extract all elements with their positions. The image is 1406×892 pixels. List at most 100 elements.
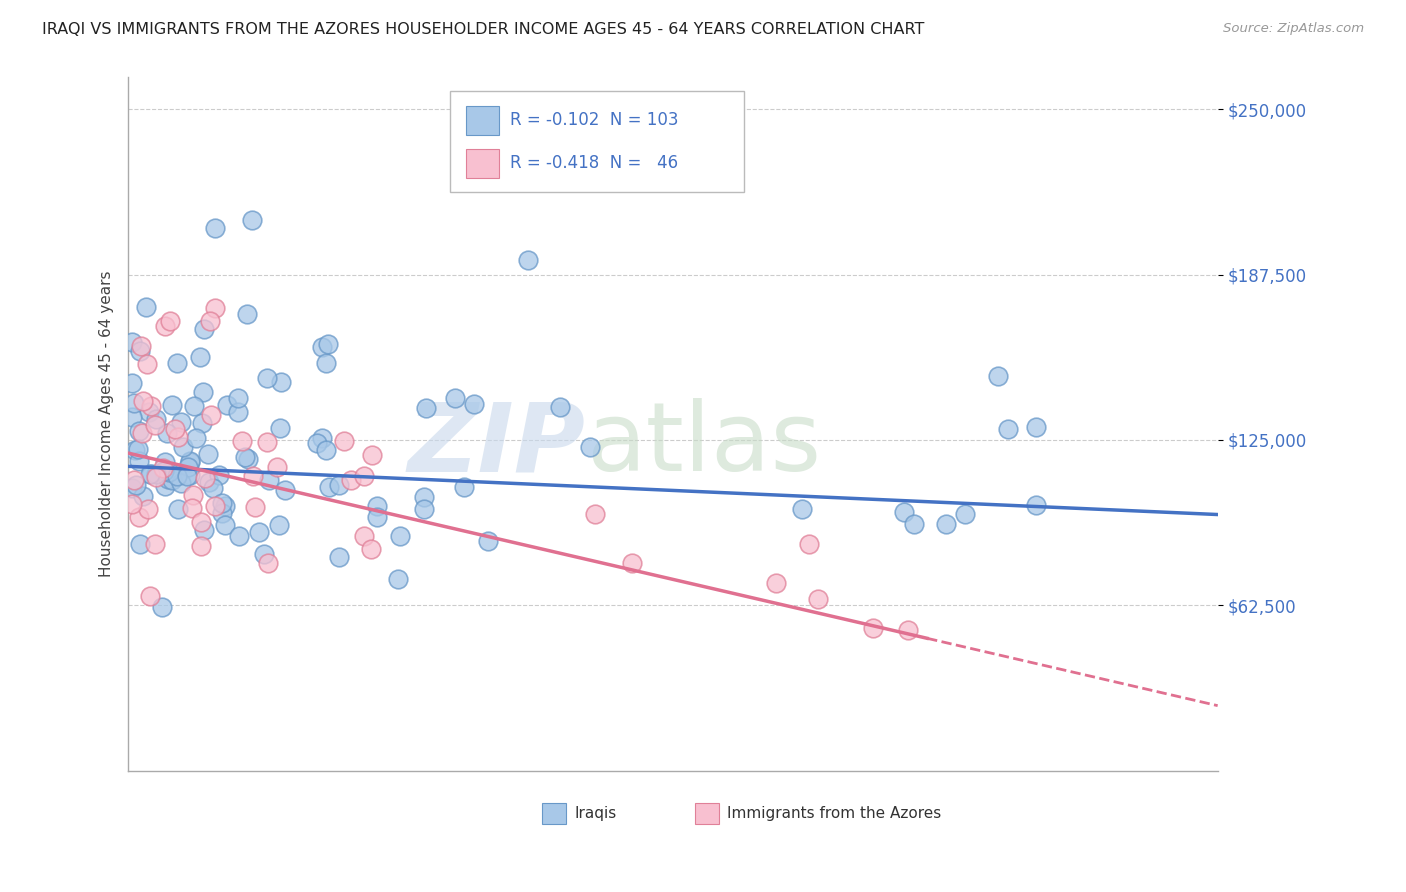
Point <box>256 435 278 450</box>
Point <box>121 334 143 349</box>
Point <box>361 448 384 462</box>
Point <box>240 213 263 227</box>
Point <box>167 430 190 444</box>
Point <box>256 371 278 385</box>
Point <box>269 518 291 533</box>
Point <box>862 621 884 635</box>
Point <box>121 481 143 495</box>
Point <box>897 624 920 638</box>
Point <box>903 516 925 531</box>
Point <box>138 501 160 516</box>
Point <box>353 469 375 483</box>
Point <box>266 459 288 474</box>
Point <box>131 489 153 503</box>
Point <box>214 500 236 514</box>
Point <box>204 499 226 513</box>
Point <box>516 252 538 267</box>
Point <box>184 431 207 445</box>
Point <box>197 475 219 489</box>
Point <box>997 422 1019 436</box>
Point <box>188 351 211 365</box>
Point <box>247 525 270 540</box>
Point <box>124 443 146 458</box>
Point <box>243 500 266 515</box>
Point <box>200 408 222 422</box>
Point <box>453 480 475 494</box>
Point <box>226 405 249 419</box>
Point <box>160 473 183 487</box>
Point <box>477 533 499 548</box>
Point <box>315 356 337 370</box>
FancyBboxPatch shape <box>450 91 744 192</box>
Point <box>176 469 198 483</box>
Point <box>127 442 149 457</box>
Point <box>190 416 212 430</box>
Point <box>228 529 250 543</box>
FancyBboxPatch shape <box>465 106 499 135</box>
Point <box>208 467 231 482</box>
Point <box>366 500 388 514</box>
Point <box>170 415 193 429</box>
Point <box>366 509 388 524</box>
Point <box>333 434 356 448</box>
Point <box>1025 498 1047 512</box>
Point <box>955 507 977 521</box>
Y-axis label: Householder Income Ages 45 - 64 years: Householder Income Ages 45 - 64 years <box>100 271 114 577</box>
Point <box>190 515 212 529</box>
Point <box>121 376 143 390</box>
Point <box>128 536 150 550</box>
Point <box>153 319 176 334</box>
Point <box>211 496 233 510</box>
Point <box>183 399 205 413</box>
Point <box>236 452 259 467</box>
Point <box>987 368 1010 383</box>
Point <box>194 471 217 485</box>
Point <box>181 488 204 502</box>
Point <box>233 450 256 464</box>
Point <box>135 300 157 314</box>
Point <box>156 425 179 440</box>
Point <box>152 461 174 475</box>
Point <box>121 498 143 512</box>
Text: Source: ZipAtlas.com: Source: ZipAtlas.com <box>1223 22 1364 36</box>
FancyBboxPatch shape <box>543 803 567 824</box>
Point <box>415 401 437 415</box>
Point <box>166 502 188 516</box>
Point <box>807 591 830 606</box>
Point <box>412 490 434 504</box>
Point <box>236 307 259 321</box>
Point <box>1025 419 1047 434</box>
Point <box>893 505 915 519</box>
Point <box>193 322 215 336</box>
Point <box>328 478 350 492</box>
Point <box>138 405 160 419</box>
Text: R = -0.102  N = 103: R = -0.102 N = 103 <box>509 112 678 129</box>
Point <box>242 469 264 483</box>
Point <box>166 356 188 370</box>
Point <box>179 455 201 469</box>
Point <box>621 556 644 570</box>
Text: ZIP: ZIP <box>408 399 586 491</box>
Point <box>128 510 150 524</box>
Point <box>172 440 194 454</box>
Point <box>463 396 485 410</box>
Point <box>204 221 226 235</box>
Point <box>191 385 214 400</box>
Text: Immigrants from the Azores: Immigrants from the Azores <box>727 806 942 821</box>
Point <box>935 517 957 532</box>
Point <box>141 399 163 413</box>
Point <box>328 550 350 565</box>
Point <box>204 301 226 315</box>
Point <box>125 478 148 492</box>
Point <box>799 537 821 551</box>
Point <box>121 410 143 425</box>
Point <box>548 400 571 414</box>
Point <box>444 392 467 406</box>
Point <box>129 343 152 358</box>
FancyBboxPatch shape <box>695 803 718 824</box>
Point <box>145 418 167 433</box>
Point <box>156 471 179 485</box>
Point <box>311 340 333 354</box>
Point <box>179 454 201 468</box>
Point <box>170 476 193 491</box>
